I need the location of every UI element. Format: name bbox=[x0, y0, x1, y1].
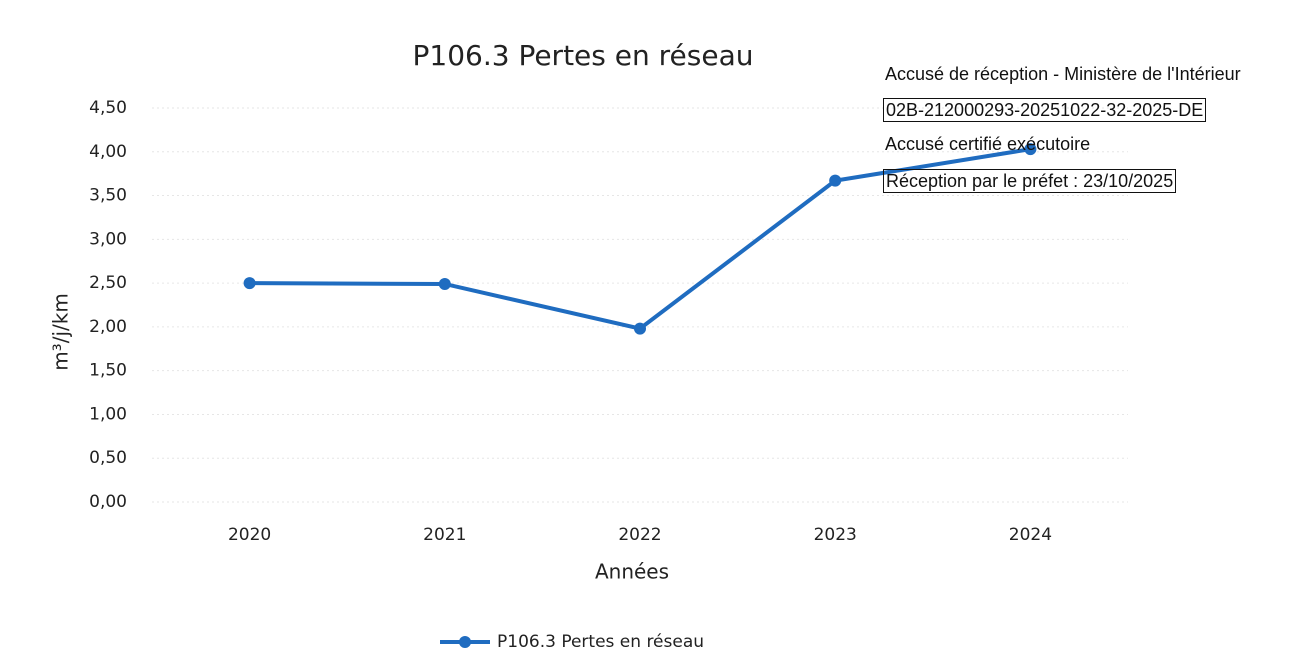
x-tick-label: 2020 bbox=[228, 525, 271, 545]
y-axis-label: m³/j/km bbox=[49, 293, 73, 371]
y-tick-label: 2,50 bbox=[89, 273, 127, 293]
y-tick-label: 1,00 bbox=[89, 404, 127, 424]
stamp-text: Réception par le préfet : 23/10/2025 bbox=[883, 169, 1177, 193]
y-tick-label: 3,00 bbox=[89, 229, 127, 249]
chart-title: P106.3 Pertes en réseau bbox=[413, 39, 754, 72]
y-tick-label: 2,00 bbox=[89, 317, 127, 337]
y-tick-label: 4,00 bbox=[89, 142, 127, 162]
y-tick-label: 1,50 bbox=[89, 361, 127, 381]
data-point bbox=[634, 322, 646, 335]
y-tick-label: 4,50 bbox=[89, 98, 127, 118]
data-point bbox=[1024, 143, 1037, 156]
x-tick-label: 2021 bbox=[423, 525, 466, 545]
data-point bbox=[829, 174, 842, 187]
stamp-text: 02B-212000293-20251022-32-2025-DE bbox=[883, 98, 1207, 122]
data-point bbox=[438, 277, 451, 290]
legend-label: P106.3 Pertes en réseau bbox=[497, 632, 704, 652]
x-tick-label: 2024 bbox=[1009, 525, 1052, 545]
stamp-text: Accusé de réception - Ministère de l'Int… bbox=[885, 64, 1241, 84]
x-tick-label: 2023 bbox=[814, 525, 857, 545]
stamp-text: Accusé certifié exécutoire bbox=[885, 134, 1091, 154]
legend-marker bbox=[459, 636, 471, 648]
x-tick-label: 2022 bbox=[618, 525, 661, 545]
y-tick-label: 0,50 bbox=[89, 448, 127, 468]
data-point bbox=[243, 277, 256, 290]
x-axis-label: Années bbox=[595, 560, 669, 584]
y-tick-label: 3,50 bbox=[89, 186, 127, 206]
y-tick-label: 0,00 bbox=[89, 492, 127, 512]
